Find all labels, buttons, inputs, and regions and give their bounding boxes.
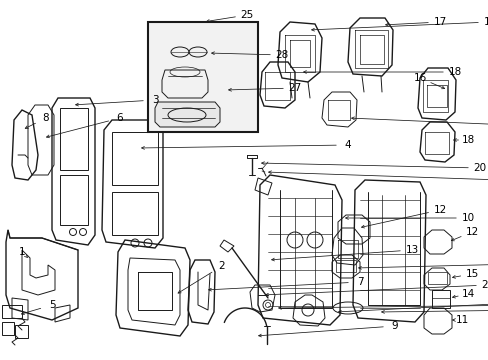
Text: 28: 28 [275, 50, 288, 60]
Text: 9: 9 [391, 321, 398, 331]
Text: 7: 7 [356, 277, 363, 287]
Text: 16: 16 [482, 17, 488, 27]
Bar [148, 22, 258, 132]
Text: 17: 17 [432, 17, 446, 27]
Text: 12: 12 [465, 227, 478, 237]
Text: 18: 18 [461, 135, 474, 145]
Text: 3: 3 [151, 95, 158, 105]
Text: 16: 16 [412, 73, 426, 83]
Text: 5: 5 [49, 300, 55, 310]
Polygon shape [155, 102, 220, 127]
Text: 11: 11 [454, 315, 468, 325]
Text: 13: 13 [405, 245, 418, 255]
Text: 15: 15 [465, 269, 478, 279]
Text: 20: 20 [472, 163, 486, 173]
Text: 8: 8 [42, 113, 49, 123]
Text: 25: 25 [240, 10, 253, 20]
Text: 14: 14 [461, 289, 474, 299]
Text: 18: 18 [447, 67, 461, 77]
Text: 10: 10 [461, 213, 473, 223]
Text: 23: 23 [480, 280, 488, 290]
Text: 6: 6 [117, 113, 123, 123]
Text: 4: 4 [344, 140, 350, 150]
Text: 12: 12 [432, 205, 446, 215]
Text: 1: 1 [19, 247, 25, 257]
Text: 27: 27 [288, 83, 301, 93]
Text: 2: 2 [218, 261, 225, 271]
